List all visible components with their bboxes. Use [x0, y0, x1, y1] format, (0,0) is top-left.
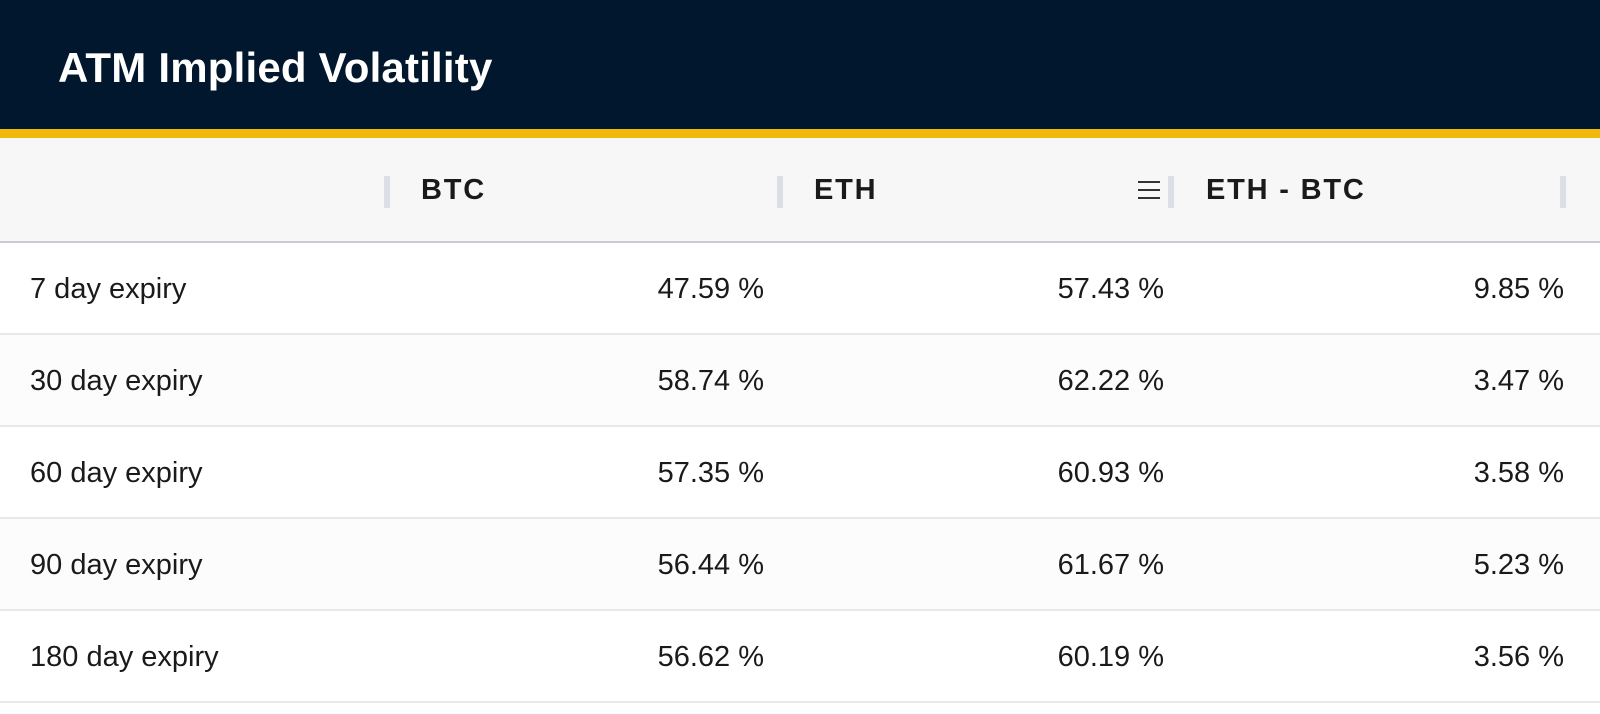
- row-label: 60 day expiry: [30, 457, 203, 489]
- btc-value: 58.74 %: [657, 365, 764, 397]
- table-row: 30 day expiry 58.74 % 62.22 % 3.47 %: [0, 335, 1600, 427]
- eth-btc-value: 3.47 %: [1473, 365, 1564, 397]
- table-row: 90 day expiry 56.44 % 61.67 % 5.23 %: [0, 519, 1600, 611]
- column-header-eth-btc[interactable]: ETH - BTC: [1206, 174, 1366, 206]
- eth-value: 60.93 %: [1057, 457, 1164, 489]
- eth-value: 62.22 %: [1057, 365, 1164, 397]
- column-menu-icon[interactable]: [1138, 179, 1160, 201]
- eth-btc-value: 9.85 %: [1473, 273, 1564, 305]
- row-label: 30 day expiry: [30, 365, 203, 397]
- column-separator[interactable]: [384, 176, 390, 208]
- btc-value: 47.59 %: [657, 273, 764, 305]
- eth-btc-value: 3.58 %: [1473, 457, 1564, 489]
- column-header-btc[interactable]: BTC: [421, 174, 487, 206]
- row-label: 90 day expiry: [30, 549, 203, 581]
- eth-value: 57.43 %: [1057, 273, 1164, 305]
- table-header: BTC ETH ETH - BTC: [0, 138, 1600, 243]
- row-label: 7 day expiry: [30, 273, 187, 305]
- column-separator[interactable]: [777, 176, 783, 208]
- row-label: 180 day expiry: [30, 641, 219, 673]
- volatility-table: BTC ETH ETH - BTC 7 day expiry 47.59 % 5…: [0, 138, 1600, 703]
- btc-value: 56.62 %: [657, 641, 764, 673]
- btc-value: 57.35 %: [657, 457, 764, 489]
- table-body: 7 day expiry 47.59 % 57.43 % 9.85 % 30 d…: [0, 243, 1600, 703]
- eth-value: 61.67 %: [1057, 549, 1164, 581]
- eth-btc-value: 5.23 %: [1473, 549, 1564, 581]
- column-separator[interactable]: [1168, 176, 1174, 208]
- page-title: ATM Implied Volatility: [58, 44, 493, 91]
- eth-btc-value: 3.56 %: [1473, 641, 1564, 673]
- table-row: 60 day expiry 57.35 % 60.93 % 3.58 %: [0, 427, 1600, 519]
- page-header: ATM Implied Volatility: [0, 0, 1600, 138]
- btc-value: 56.44 %: [657, 549, 764, 581]
- column-separator[interactable]: [1560, 176, 1566, 208]
- eth-value: 60.19 %: [1057, 641, 1164, 673]
- table-row: 180 day expiry 56.62 % 60.19 % 3.56 %: [0, 611, 1600, 703]
- table-row: 7 day expiry 47.59 % 57.43 % 9.85 %: [0, 243, 1600, 335]
- column-header-eth[interactable]: ETH: [814, 174, 878, 206]
